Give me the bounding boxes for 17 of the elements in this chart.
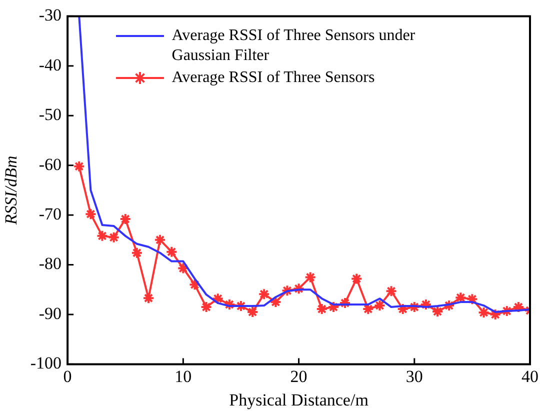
y-tick-label: -60 bbox=[38, 154, 62, 174]
y-tick-label: -40 bbox=[38, 55, 62, 74]
legend-label: Average RSSI of Three Sensors under Gaussian Filter bbox=[172, 26, 416, 66]
y-tick-label: -90 bbox=[38, 304, 62, 323]
x-tick-label: 40 bbox=[522, 366, 538, 386]
y-tick-label: -50 bbox=[38, 105, 62, 124]
y-tick-label: -80 bbox=[38, 254, 62, 274]
x-tick-label: 10 bbox=[174, 366, 192, 386]
x-tick-label: 0 bbox=[63, 366, 72, 386]
legend-label: Average RSSI of Three Sensors bbox=[172, 68, 375, 88]
y-tick-label: -100 bbox=[30, 354, 62, 373]
y-tick-label: -70 bbox=[38, 204, 62, 224]
x-tick-label: 30 bbox=[406, 366, 423, 386]
x-axis-title: Physical Distance/m bbox=[229, 390, 368, 410]
y-axis-title: RSSI/dBm bbox=[2, 156, 21, 226]
x-tick-label: 20 bbox=[290, 366, 308, 386]
y-tick-label: -30 bbox=[38, 6, 62, 25]
